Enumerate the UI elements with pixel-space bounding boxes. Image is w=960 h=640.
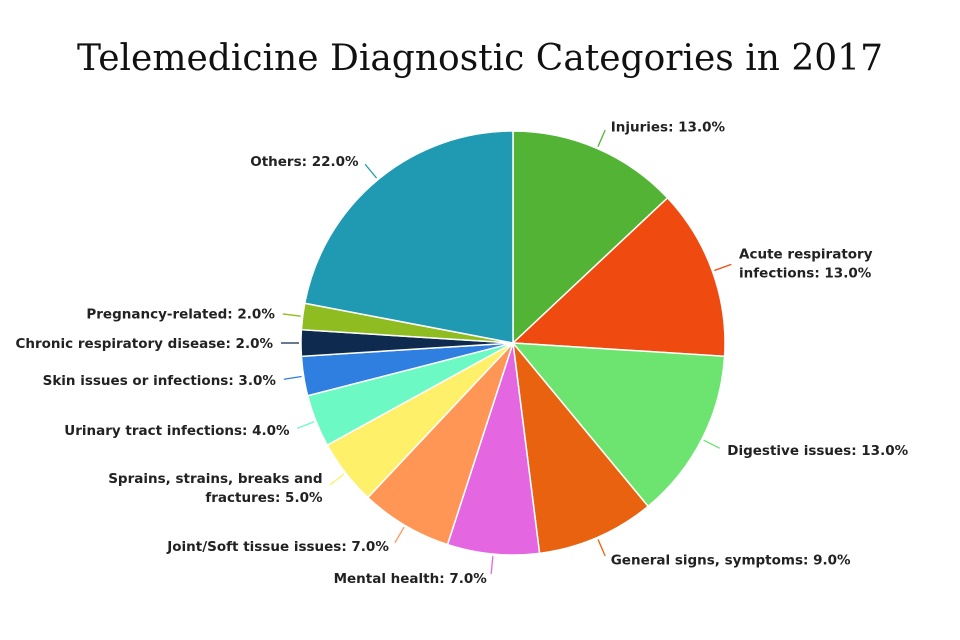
pie-slices xyxy=(300,130,726,556)
leader-line-digestive-issues xyxy=(703,439,721,449)
pie-labels: Injuries: 13.0% Acute respiratory infectio… xyxy=(15,119,908,587)
slice-label-general-signs-symptoms: General signs, symptoms: 9.0% xyxy=(611,553,851,569)
pie-slice-injuries[interactable] xyxy=(512,130,669,345)
slice-label-injuries: Injuries: 13.0% xyxy=(611,119,726,135)
leader-line-skin-issues-or-infections xyxy=(283,375,302,380)
pie-slice-digestive-issues[interactable] xyxy=(511,342,726,508)
slice-label-digestive-issues: Digestive issues: 13.0% xyxy=(727,443,908,459)
leader-line-urinary-tract-infections xyxy=(297,421,315,430)
slice-label-sprains-strains-breaks-and-fractures: Sprains, strains, breaks and fractures: 5… xyxy=(108,471,323,506)
leader-line-sprains-strains-breaks-and-fractures xyxy=(329,473,345,486)
slice-label-mental-health: Mental health: 7.0% xyxy=(334,571,488,587)
pie-slice-others[interactable] xyxy=(303,130,514,344)
leader-line-general-signs-symptoms xyxy=(597,539,606,557)
leader-line-mental-health xyxy=(490,555,494,575)
slice-label-chronic-respiratory-disease: Chronic respiratory disease: 2.0% xyxy=(15,336,273,352)
slice-label-joint-soft-tissue-issues: Joint/Soft tissue issues: 7.0% xyxy=(166,539,389,555)
leader-line-others xyxy=(364,163,378,179)
slice-label-pregnancy-related: Pregnancy-related: 2.0% xyxy=(86,306,275,322)
leader-line-pregnancy-related xyxy=(282,313,301,317)
slice-label-others: Others: 22.0% xyxy=(250,154,359,170)
slice-label-skin-issues-or-infections: Skin issues or infections: 3.0% xyxy=(43,373,277,389)
leader-line-acute-respiratory-infections xyxy=(714,263,732,272)
pie-slice-general-signs-symptoms[interactable] xyxy=(511,340,650,555)
slice-label-urinary-tract-infections: Urinary tract infections: 4.0% xyxy=(64,423,290,439)
slice-label-acute-respiratory-infections: Acute respiratory infections: 13.0% xyxy=(739,247,873,282)
chart-title: Telemedicine Diagnostic Categories in 20… xyxy=(77,38,883,79)
pie-slice-acute-respiratory-infections[interactable] xyxy=(511,196,726,358)
leader-line-joint-soft-tissue-issues xyxy=(394,526,405,544)
leader-line-injuries xyxy=(597,129,606,147)
